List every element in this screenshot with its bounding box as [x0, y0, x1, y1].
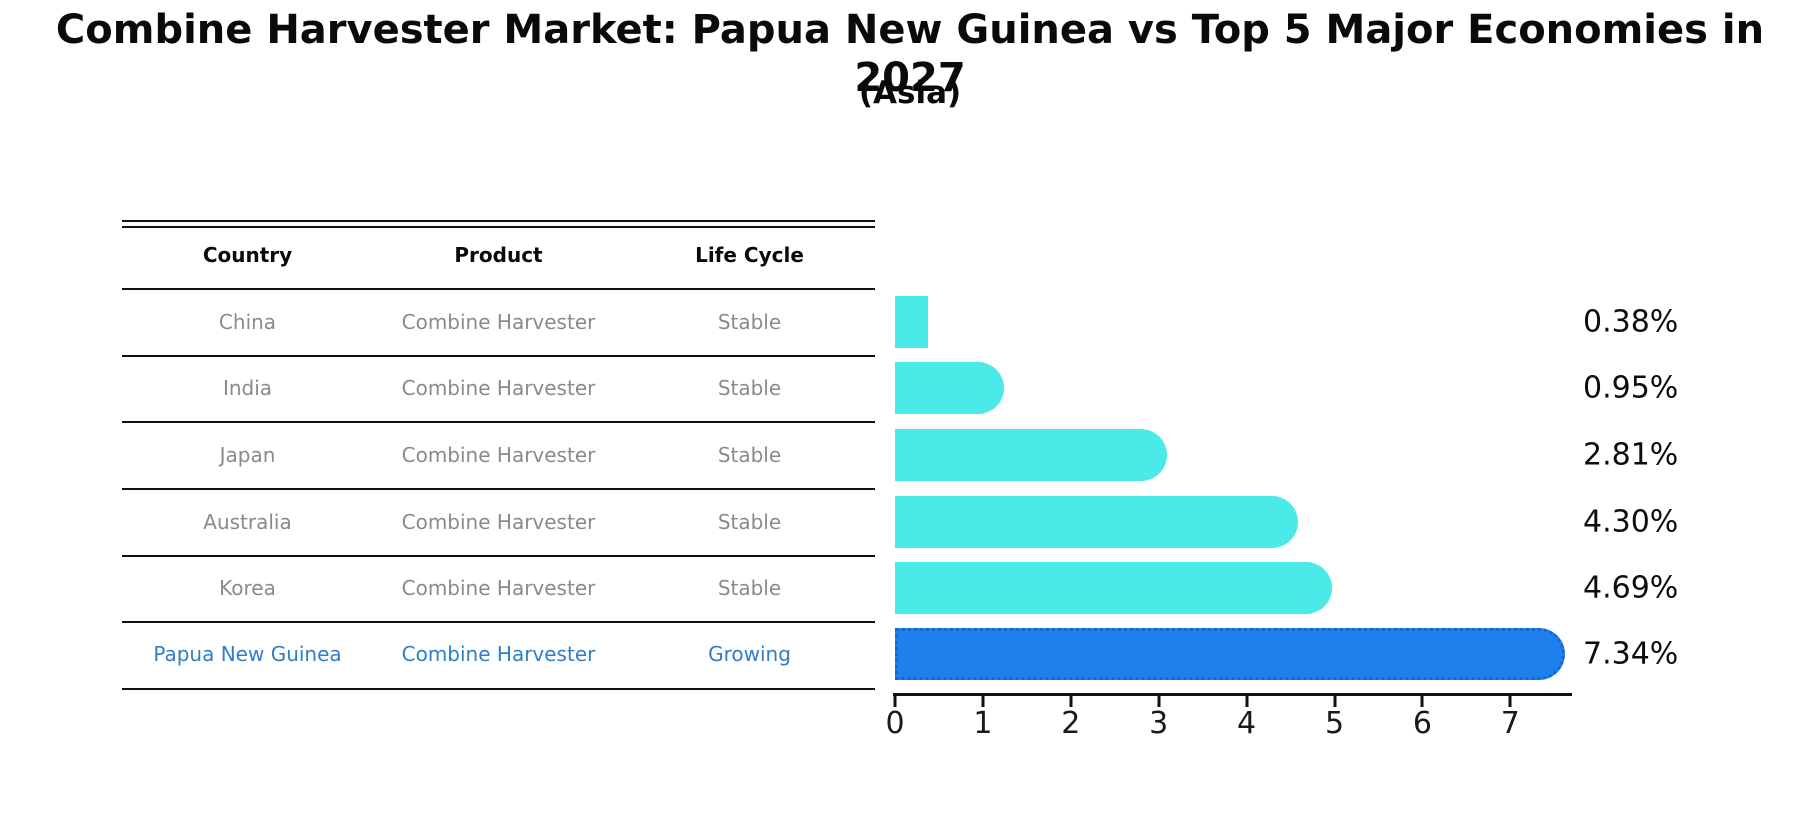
value-label: 4.30%: [1583, 504, 1679, 540]
table-cell-life-cycle: Stable: [717, 443, 782, 467]
table-cell-life-cycle: Stable: [717, 376, 782, 400]
table-cell-product: Combine Harvester: [401, 310, 596, 334]
x-axis-tick: [1069, 696, 1073, 707]
bar-india: [895, 362, 1004, 414]
x-axis-tick: [1245, 696, 1249, 707]
bar-japan: [895, 429, 1167, 481]
table-cell-product: Combine Harvester: [401, 376, 596, 400]
x-axis-tick-label: 2: [1061, 706, 1081, 741]
table-cell-country: India: [222, 376, 273, 400]
table-top-rule-outer: [122, 220, 875, 222]
table-header-rule: [122, 288, 875, 290]
table-row-rule-4: [122, 555, 875, 557]
table-cell-product: Combine Harvester: [401, 443, 596, 467]
table-cell-life-cycle: Stable: [717, 310, 782, 334]
x-axis-tick: [1508, 696, 1512, 707]
table-row-rule-1: [122, 355, 875, 357]
table-top-rule-inner: [122, 226, 875, 228]
x-axis-line: [893, 693, 1572, 696]
table-cell-product: Combine Harvester: [401, 510, 596, 534]
x-axis-tick-label: 5: [1324, 706, 1345, 741]
x-axis-tick-label: 3: [1149, 706, 1169, 741]
table-cell-product: Combine Harvester: [401, 576, 596, 600]
table-cell-country: Japan: [219, 443, 276, 467]
x-axis-tick-label: 0: [885, 706, 905, 741]
table-row-rule-5: [122, 621, 875, 623]
bar-papua-new-guinea-highlight: [895, 628, 1566, 680]
table-cell-country: Australia: [203, 510, 292, 534]
chart-subtitle: (Asia): [858, 75, 962, 111]
x-axis-tick: [893, 696, 897, 707]
table-cell-country: Korea: [219, 576, 276, 600]
table-header-life-cycle: Life Cycle: [695, 243, 804, 267]
bar-australia: [895, 496, 1298, 548]
x-axis-tick: [1157, 696, 1161, 707]
bar-korea: [895, 562, 1333, 614]
table-cell-life-cycle-highlight: Growing: [708, 642, 791, 666]
value-label: 0.38%: [1583, 304, 1679, 340]
table-header-product: Product: [454, 243, 543, 267]
value-label: 2.81%: [1583, 437, 1679, 473]
table-cell-life-cycle: Stable: [717, 576, 782, 600]
table-cell-country: China: [218, 310, 277, 334]
table-cell-product-highlight: Combine Harvester: [401, 642, 596, 666]
value-label: 7.34%: [1583, 636, 1679, 672]
x-axis-tick-label: 7: [1500, 706, 1520, 741]
table-cell-country-highlight: Papua New Guinea: [153, 642, 342, 666]
x-axis-tick-label: 1: [973, 706, 993, 741]
table-header-country: Country: [202, 243, 293, 267]
table-cell-life-cycle: Stable: [717, 510, 782, 534]
x-axis-tick: [1333, 696, 1336, 707]
x-axis-tick-label: 4: [1237, 706, 1257, 741]
x-axis-tick: [1420, 696, 1424, 707]
table-bottom-rule: [122, 688, 875, 690]
chart-title: Combine Harvester Market: Papua New Guin…: [55, 7, 1765, 101]
table-row-rule-3: [122, 488, 875, 490]
x-axis-tick-label: 6: [1412, 706, 1432, 741]
value-label: 4.69%: [1583, 570, 1679, 606]
table-row-rule-2: [122, 421, 875, 423]
bar-china: [895, 296, 929, 348]
value-label: 0.95%: [1583, 370, 1679, 406]
x-axis-tick: [981, 696, 985, 707]
